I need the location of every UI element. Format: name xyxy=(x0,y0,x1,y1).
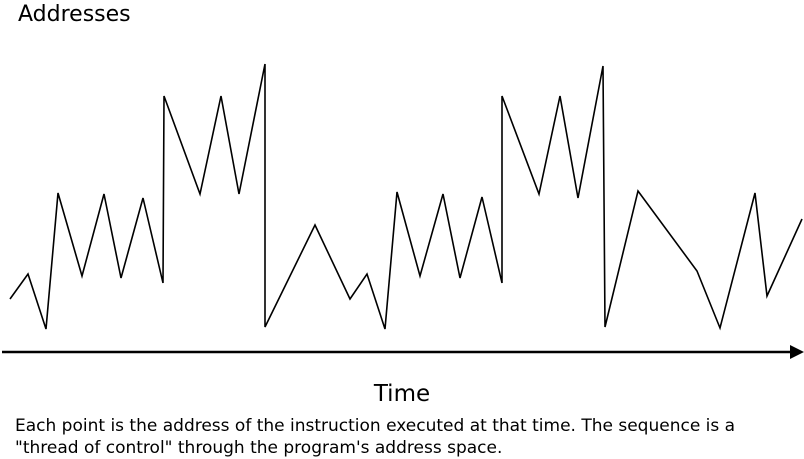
x-axis-label: Time xyxy=(373,381,431,407)
caption: Each point is the address of the instruc… xyxy=(15,415,795,459)
arrowhead-icon xyxy=(790,345,804,359)
thread-of-control-trace xyxy=(9,63,803,331)
caption-line-2: "thread of control" through the program'… xyxy=(15,438,503,458)
caption-line-1: Each point is the address of the instruc… xyxy=(15,416,736,436)
y-axis-label: Addresses xyxy=(18,2,131,27)
time-axis-arrow xyxy=(2,345,804,359)
